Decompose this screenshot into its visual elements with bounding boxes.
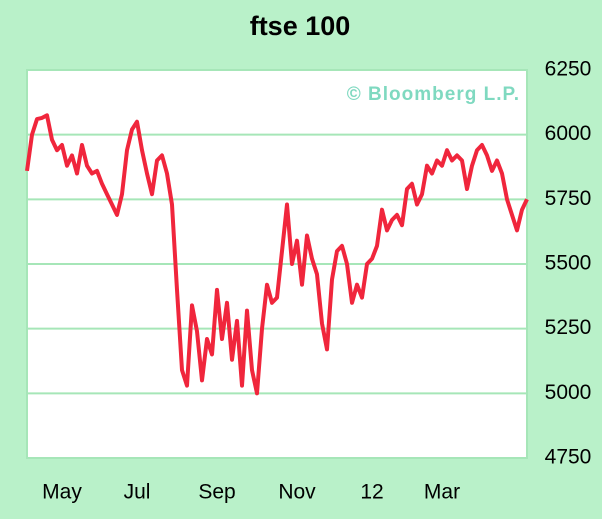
x-tick-label: Sep bbox=[198, 481, 235, 504]
x-tick-label: Nov bbox=[278, 481, 316, 504]
y-tick-label: 6250 bbox=[545, 58, 592, 81]
price-line bbox=[25, 113, 529, 396]
y-tick-label: 5250 bbox=[545, 316, 592, 339]
x-tick-label: 12 bbox=[360, 481, 383, 504]
y-tick-label: 5000 bbox=[545, 381, 592, 404]
y-tick-label: 5750 bbox=[545, 187, 592, 210]
annotation: © Bloomberg L.P. bbox=[347, 84, 520, 105]
x-tick-label: Jul bbox=[124, 481, 151, 504]
chart-title: ftse 100 bbox=[250, 11, 351, 41]
x-tick-label: May bbox=[42, 481, 82, 504]
x-tick-label: Mar bbox=[424, 481, 460, 504]
y-tick-label: 5500 bbox=[545, 252, 592, 275]
y-tick-label: 4750 bbox=[545, 446, 592, 469]
y-tick-label: 6000 bbox=[545, 122, 592, 145]
